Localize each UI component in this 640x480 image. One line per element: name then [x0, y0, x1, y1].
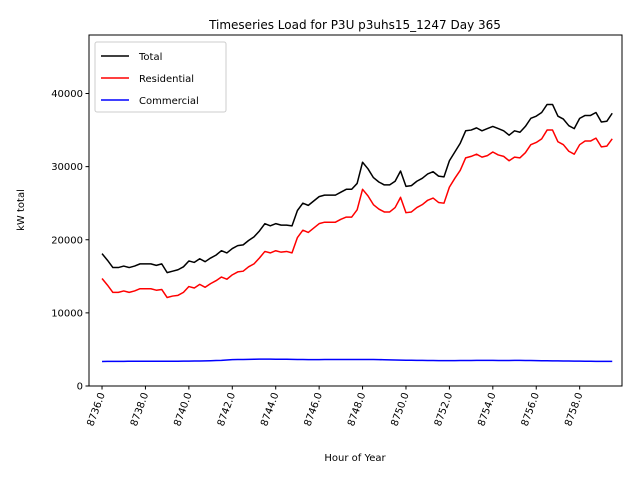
series-lines — [101, 103, 613, 363]
plot-frame — [88, 34, 623, 387]
legend-label-total: Total — [138, 52, 162, 63]
legend-label-residential: Residential — [139, 74, 194, 85]
y-tick-label: 30000 — [51, 162, 83, 173]
chart-title: Timeseries Load for P3U p3uhs15_1247 Day… — [208, 18, 501, 32]
legend-label-commercial: Commercial — [139, 96, 199, 107]
y-tick-label: 20000 — [51, 235, 83, 246]
series-line-total — [101, 103, 613, 274]
y-tick-label: 10000 — [51, 308, 83, 319]
series-line-commercial — [102, 358, 613, 363]
series-line-residential — [101, 129, 613, 299]
y-axis-label: kW total — [16, 189, 27, 231]
y-tick-label: 0 — [77, 382, 83, 393]
legend: Total Residential Commercial — [94, 41, 227, 113]
y-tick-label: 40000 — [51, 89, 83, 100]
legend-box — [94, 41, 227, 113]
x-axis-label: Hour of Year — [324, 453, 386, 464]
